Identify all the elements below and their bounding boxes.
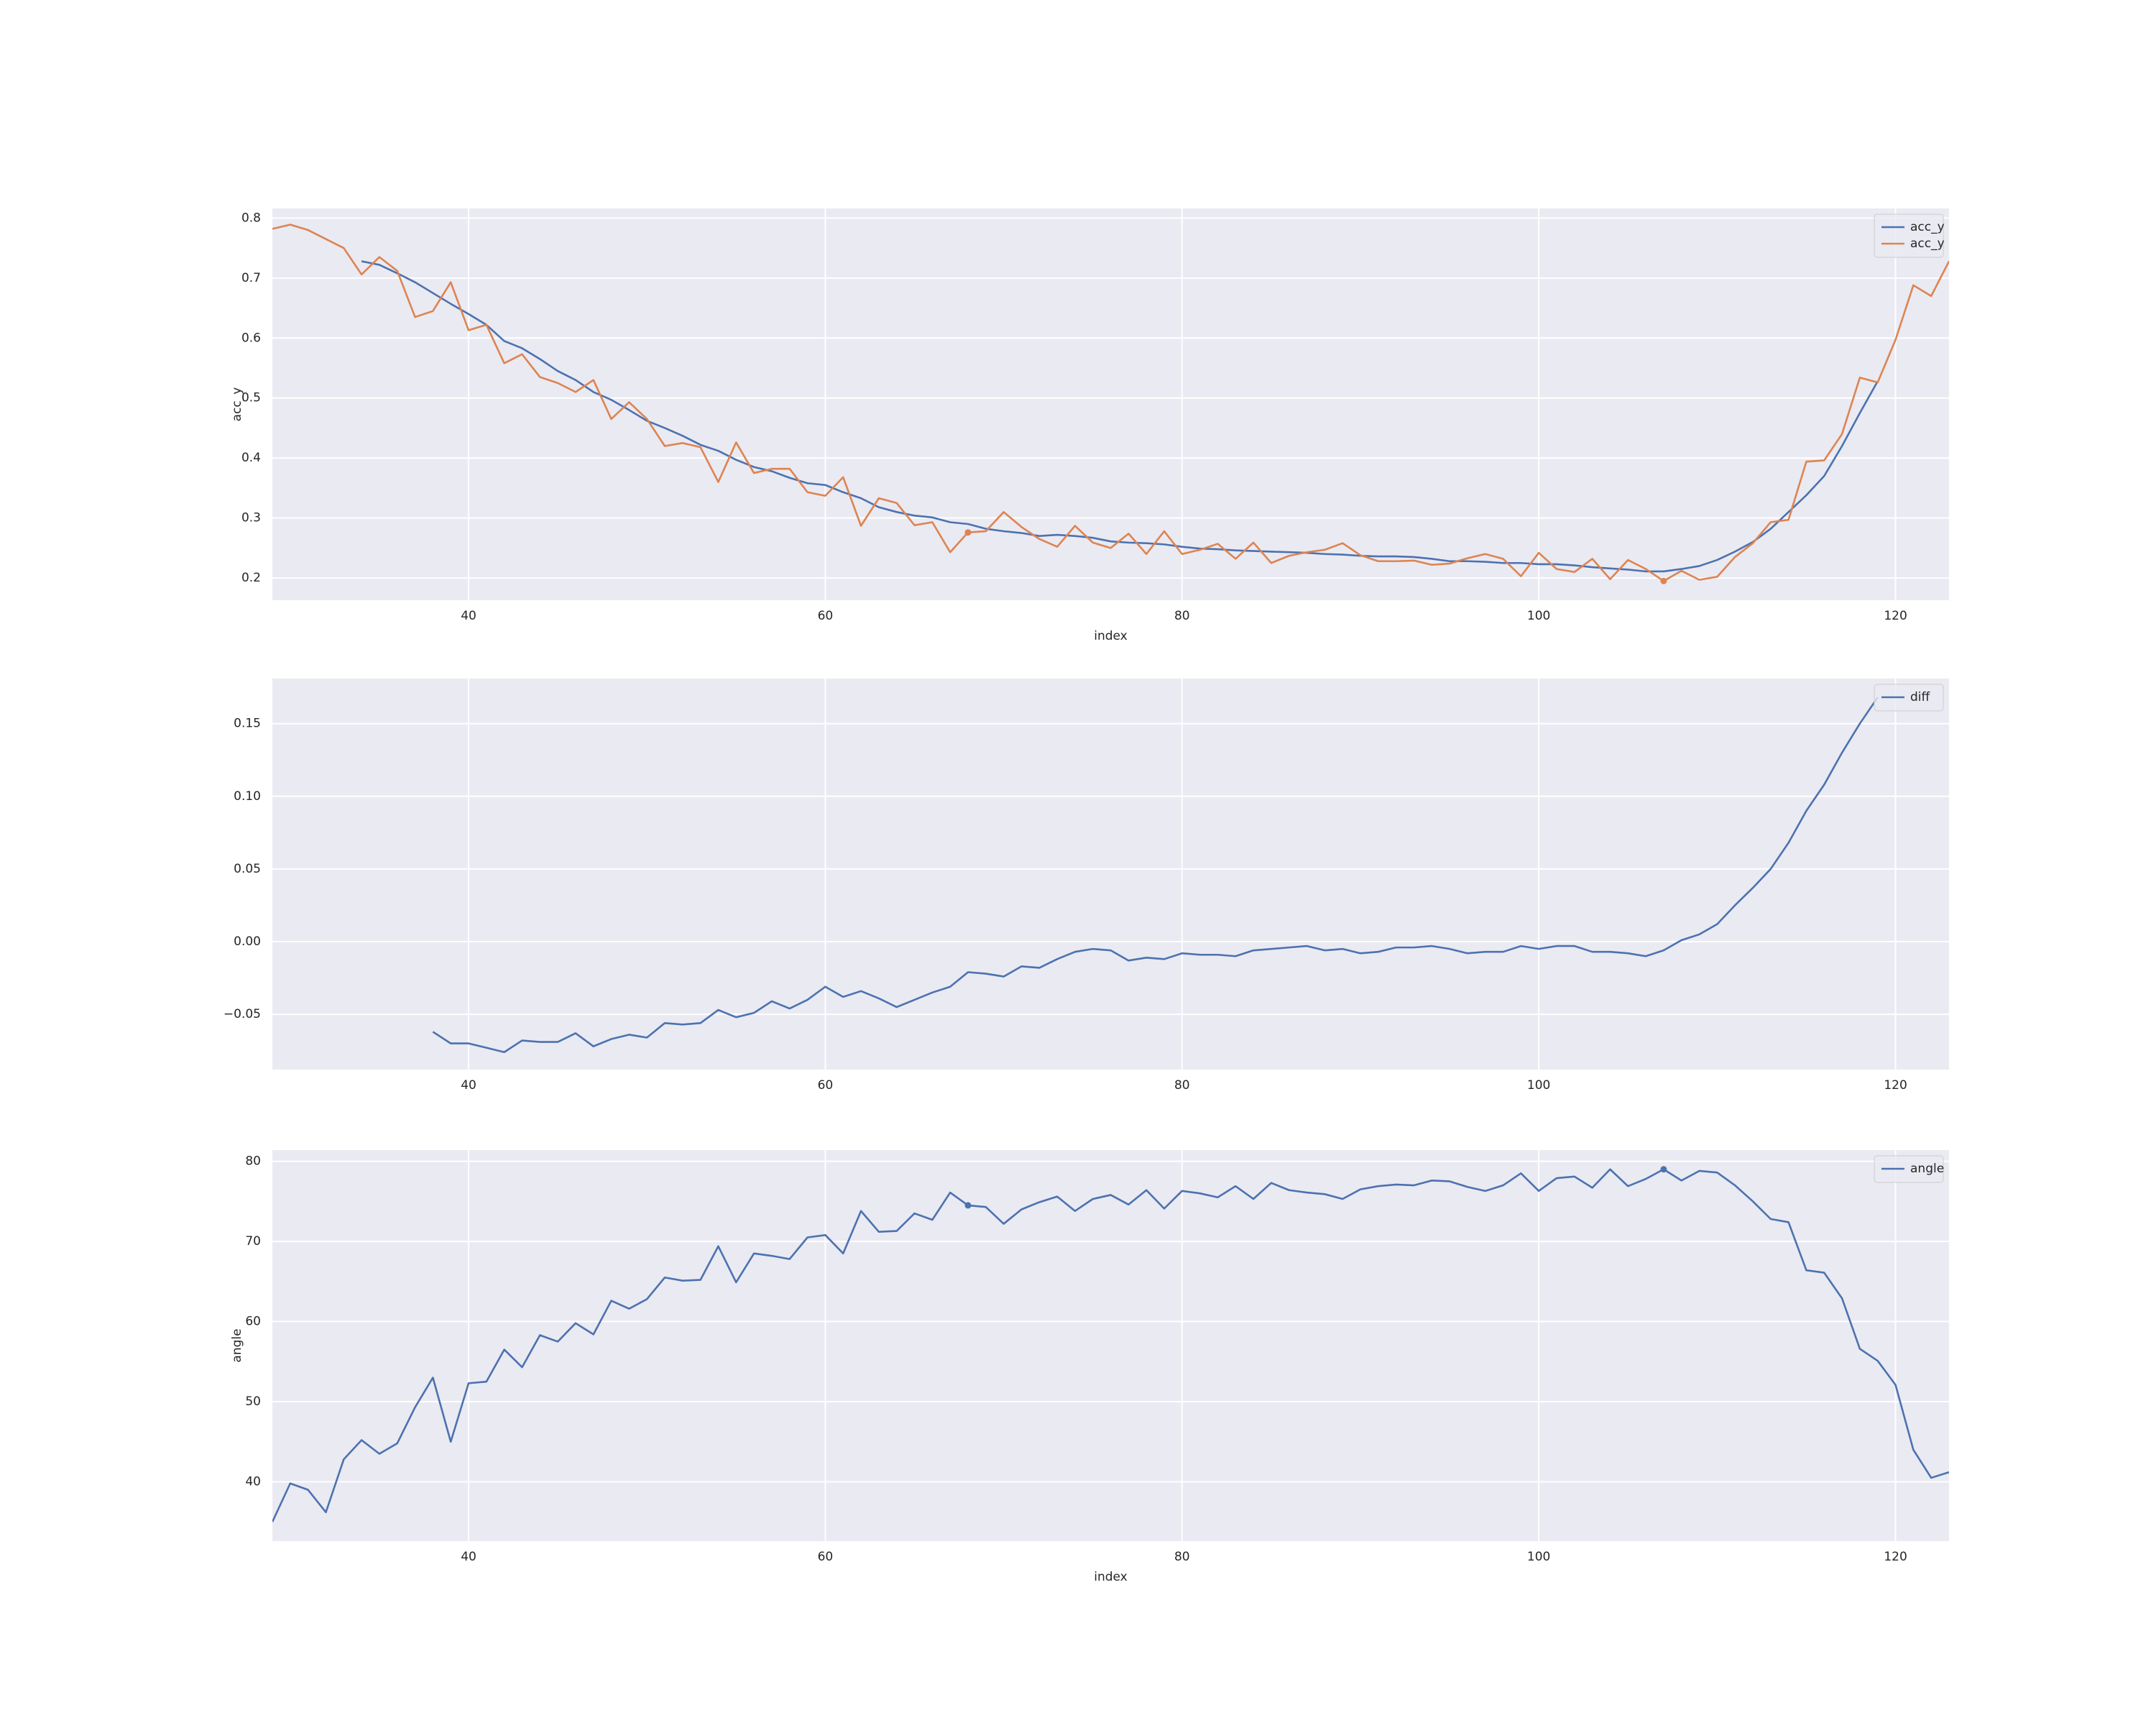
highlight-point bbox=[964, 1202, 972, 1209]
x-tick-label: 40 bbox=[461, 1078, 476, 1093]
y-tick-label: 70 bbox=[245, 1234, 261, 1249]
x-tick-label: 100 bbox=[1527, 609, 1550, 623]
x-tick-label: 80 bbox=[1174, 609, 1190, 623]
line-series bbox=[272, 1168, 1949, 1522]
subplot: 40 60 80 100 120 −0.05 0.00 0.05 0.10 0.15 diff bbox=[224, 679, 1949, 1093]
legend-label: acc_y bbox=[1910, 236, 1945, 251]
y-tick-label: 0.2 bbox=[241, 571, 261, 585]
y-tick-label: 0.05 bbox=[234, 862, 261, 876]
y-tick-label: 0.7 bbox=[241, 271, 261, 285]
plot-marks bbox=[272, 224, 1949, 584]
legend: angle bbox=[1874, 1155, 1944, 1183]
x-tick-label: 60 bbox=[818, 609, 834, 623]
y-tick-label: 0.00 bbox=[234, 934, 261, 949]
y-tick-label: 0.6 bbox=[241, 331, 261, 345]
x-tick-label: 100 bbox=[1527, 1550, 1550, 1564]
plot-background bbox=[272, 208, 1949, 600]
legend-box bbox=[1874, 1155, 1944, 1183]
y-tick-label: 80 bbox=[245, 1154, 261, 1169]
y-tick-label: 0.8 bbox=[241, 211, 261, 225]
highlight-point bbox=[964, 529, 972, 536]
y-tick-label: 0.3 bbox=[241, 511, 261, 525]
legend: diff bbox=[1874, 684, 1944, 712]
x-tick-label: 40 bbox=[461, 609, 476, 623]
x-tick-label: 120 bbox=[1884, 609, 1907, 623]
x-tick-label: 60 bbox=[818, 1078, 834, 1093]
highlight-point bbox=[1660, 1166, 1667, 1173]
subplot: 40 60 80 100 120 0.2 0.3 0.4 0.5 0.6 0.7 0.8 index ac… bbox=[230, 208, 1949, 643]
y-axis-label: angle bbox=[230, 1328, 244, 1362]
y-axis-label: acc_y bbox=[230, 387, 244, 422]
x-tick-label: 120 bbox=[1884, 1550, 1907, 1564]
y-tick-label: 0.15 bbox=[234, 717, 261, 731]
x-axis-label: index bbox=[1094, 629, 1128, 643]
legend-label: angle bbox=[1910, 1162, 1944, 1176]
y-tick-label: −0.05 bbox=[224, 1007, 261, 1021]
x-tick-label: 120 bbox=[1884, 1078, 1907, 1093]
legend-box bbox=[1874, 213, 1944, 258]
x-tick-label: 80 bbox=[1174, 1078, 1190, 1093]
plot-background bbox=[272, 1150, 1949, 1541]
legend-label: diff bbox=[1910, 690, 1931, 704]
plot-marks bbox=[432, 697, 1879, 1054]
plot-marks bbox=[272, 1166, 1949, 1522]
y-tick-label: 40 bbox=[245, 1475, 261, 1489]
line-series bbox=[432, 697, 1879, 1054]
x-axis-label: index bbox=[1094, 1570, 1128, 1584]
legend-box bbox=[1874, 684, 1944, 712]
legend: acc_y acc_y bbox=[1874, 213, 1945, 258]
y-tick-label: 50 bbox=[245, 1394, 261, 1409]
x-tick-label: 80 bbox=[1174, 1550, 1190, 1564]
x-tick-label: 60 bbox=[818, 1550, 834, 1564]
subplot: 40 60 80 100 120 40 50 60 70 80 index angle angle bbox=[230, 1150, 1949, 1584]
plot-background bbox=[272, 679, 1949, 1070]
line-series bbox=[272, 224, 1949, 582]
y-tick-label: 0.5 bbox=[241, 391, 261, 405]
x-tick-label: 100 bbox=[1527, 1078, 1550, 1093]
y-tick-label: 0.10 bbox=[234, 789, 261, 804]
y-tick-label: 0.4 bbox=[241, 451, 261, 465]
x-tick-label: 40 bbox=[461, 1550, 476, 1564]
legend-label: acc_y bbox=[1910, 220, 1945, 234]
y-tick-label: 60 bbox=[245, 1315, 261, 1329]
highlight-point bbox=[1660, 577, 1667, 584]
